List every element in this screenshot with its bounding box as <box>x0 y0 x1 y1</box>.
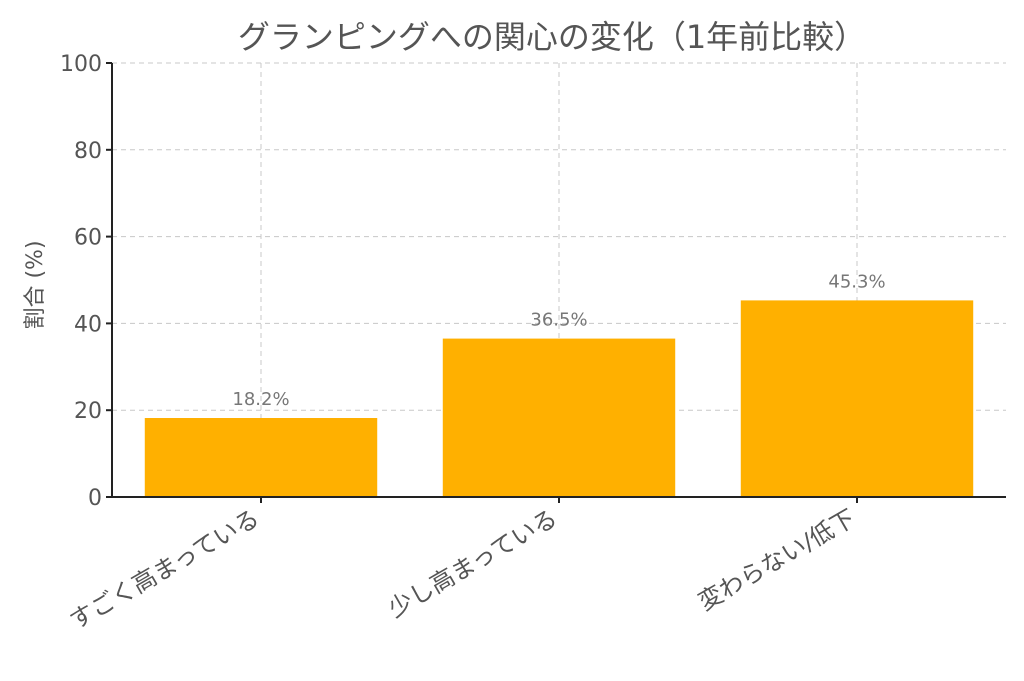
bar <box>442 338 676 497</box>
y-tick-label: 40 <box>74 312 102 337</box>
y-tick-label: 100 <box>60 52 102 77</box>
chart-title: グランピングへの関心の変化（1年前比較） <box>238 18 866 56</box>
x-tick-label: 変わらない/低下 <box>693 504 860 616</box>
y-axis-label: 割合 (%) <box>23 240 48 329</box>
data-label: 36.5% <box>530 310 587 331</box>
data-label: 18.2% <box>232 389 289 410</box>
data-label: 45.3% <box>828 271 885 292</box>
axes <box>106 62 1006 503</box>
bar <box>740 300 974 497</box>
y-tick-label: 80 <box>74 139 102 164</box>
x-tick-label: すごく高まっている <box>65 504 264 635</box>
x-tick-label: 少し高まっている <box>384 504 562 623</box>
y-tick-label: 0 <box>88 486 102 511</box>
bar <box>144 418 378 497</box>
y-tick-label: 20 <box>74 399 102 424</box>
bars <box>144 300 974 497</box>
y-tick-label: 60 <box>74 226 102 251</box>
